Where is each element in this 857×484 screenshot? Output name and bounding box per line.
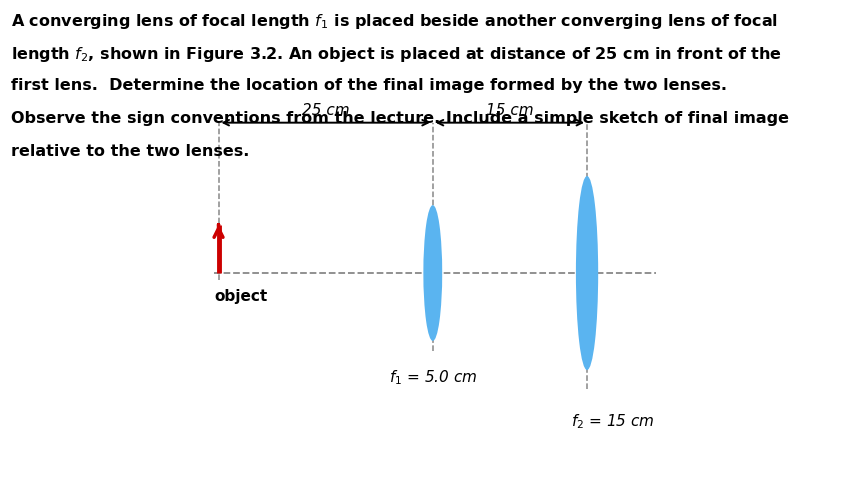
Ellipse shape	[576, 177, 598, 370]
Text: first lens.  Determine the location of the final image formed by the two lenses.: first lens. Determine the location of th…	[11, 78, 727, 93]
Text: 15 cm: 15 cm	[486, 103, 534, 118]
Text: $f_2$ = 15 cm: $f_2$ = 15 cm	[571, 411, 655, 430]
Text: $f_1$ = 5.0 cm: $f_1$ = 5.0 cm	[388, 368, 477, 387]
Text: object: object	[214, 288, 267, 303]
Text: relative to the two lenses.: relative to the two lenses.	[11, 144, 249, 159]
Text: length $f_2$, shown in Figure 3.2. An object is placed at distance of 25 cm in f: length $f_2$, shown in Figure 3.2. An ob…	[11, 45, 782, 64]
Text: 25 cm: 25 cm	[302, 103, 350, 118]
Text: Observe the sign conventions from the lecture. Include a simple sketch of final : Observe the sign conventions from the le…	[11, 111, 789, 126]
Ellipse shape	[423, 206, 442, 341]
Text: A converging lens of focal length $f_1$ is placed beside another converging lens: A converging lens of focal length $f_1$ …	[11, 12, 778, 31]
